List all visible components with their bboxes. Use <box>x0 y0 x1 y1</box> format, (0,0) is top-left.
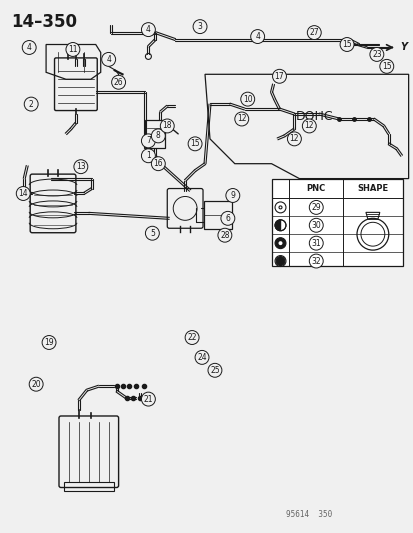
Text: 8: 8 <box>156 131 160 140</box>
Circle shape <box>274 202 285 213</box>
Text: 3: 3 <box>197 22 202 31</box>
Circle shape <box>102 52 115 66</box>
Circle shape <box>240 92 254 106</box>
Circle shape <box>42 336 56 350</box>
Circle shape <box>22 41 36 54</box>
Text: 15: 15 <box>381 62 391 71</box>
Circle shape <box>185 330 199 344</box>
Circle shape <box>24 97 38 111</box>
Circle shape <box>274 238 285 248</box>
Circle shape <box>275 256 284 265</box>
Text: 15: 15 <box>342 40 351 49</box>
Bar <box>145 120 165 148</box>
Circle shape <box>112 75 125 89</box>
Text: 27: 27 <box>309 28 318 37</box>
Circle shape <box>301 119 316 133</box>
Circle shape <box>141 22 155 37</box>
Text: 6: 6 <box>225 214 230 223</box>
Text: 4: 4 <box>146 25 150 34</box>
Text: 10: 10 <box>242 95 252 103</box>
Text: 31: 31 <box>311 239 320 248</box>
Text: 26: 26 <box>114 78 123 87</box>
Circle shape <box>192 20 206 34</box>
Text: 12: 12 <box>237 115 246 124</box>
Circle shape <box>16 187 30 200</box>
Text: 14: 14 <box>19 189 28 198</box>
Circle shape <box>66 43 80 56</box>
Circle shape <box>309 236 323 250</box>
Text: 7: 7 <box>146 136 150 146</box>
Text: 22: 22 <box>187 333 196 342</box>
Text: 24: 24 <box>197 353 206 362</box>
Text: 19: 19 <box>44 338 54 347</box>
Text: 4: 4 <box>27 43 31 52</box>
Text: 20: 20 <box>31 379 41 389</box>
Text: 12: 12 <box>289 134 299 143</box>
Text: 1: 1 <box>146 151 150 160</box>
Text: 9: 9 <box>230 191 235 200</box>
Text: 15: 15 <box>190 139 199 148</box>
Text: 32: 32 <box>311 256 320 265</box>
Circle shape <box>309 219 323 232</box>
Circle shape <box>188 137 202 151</box>
Circle shape <box>141 134 155 148</box>
Circle shape <box>225 189 239 203</box>
Text: 18: 18 <box>162 122 172 131</box>
Text: 14–350: 14–350 <box>11 13 77 31</box>
Circle shape <box>160 119 174 133</box>
Text: 4: 4 <box>254 32 259 41</box>
Text: 23: 23 <box>371 50 381 59</box>
Circle shape <box>278 241 282 245</box>
Text: 5: 5 <box>150 229 154 238</box>
Text: 4: 4 <box>106 55 111 64</box>
Circle shape <box>309 200 323 214</box>
Circle shape <box>250 30 264 44</box>
Wedge shape <box>275 220 280 230</box>
Text: SHAPE: SHAPE <box>356 184 387 193</box>
Text: 17: 17 <box>274 72 284 81</box>
Bar <box>271 179 402 266</box>
Text: 30: 30 <box>311 221 320 230</box>
Text: Y: Y <box>400 43 407 52</box>
Circle shape <box>274 220 285 231</box>
Circle shape <box>287 132 301 146</box>
Text: 25: 25 <box>210 366 219 375</box>
Text: 11: 11 <box>68 45 78 54</box>
Text: 2: 2 <box>29 100 33 109</box>
Circle shape <box>369 47 383 61</box>
Circle shape <box>74 160 88 174</box>
Circle shape <box>145 227 159 240</box>
Circle shape <box>151 129 165 143</box>
Text: 12: 12 <box>304 122 313 131</box>
Circle shape <box>309 254 323 268</box>
Text: 28: 28 <box>220 231 229 240</box>
Circle shape <box>234 112 248 126</box>
Circle shape <box>306 26 320 39</box>
Bar <box>64 481 113 491</box>
Circle shape <box>217 228 231 242</box>
Circle shape <box>29 377 43 391</box>
Text: 13: 13 <box>76 162 85 171</box>
Circle shape <box>141 392 155 406</box>
Circle shape <box>195 350 209 365</box>
Circle shape <box>339 37 353 52</box>
Text: 95614  350: 95614 350 <box>285 510 332 519</box>
Circle shape <box>379 59 393 74</box>
Text: 29: 29 <box>311 203 320 212</box>
Text: 16: 16 <box>153 159 163 168</box>
Bar <box>204 201 231 229</box>
Circle shape <box>207 364 221 377</box>
Circle shape <box>272 69 286 83</box>
Circle shape <box>221 212 234 225</box>
Text: DOHC: DOHC <box>295 109 332 123</box>
Circle shape <box>151 157 165 171</box>
Circle shape <box>141 149 155 163</box>
Text: PNC: PNC <box>306 184 325 193</box>
Text: 21: 21 <box>143 394 153 403</box>
